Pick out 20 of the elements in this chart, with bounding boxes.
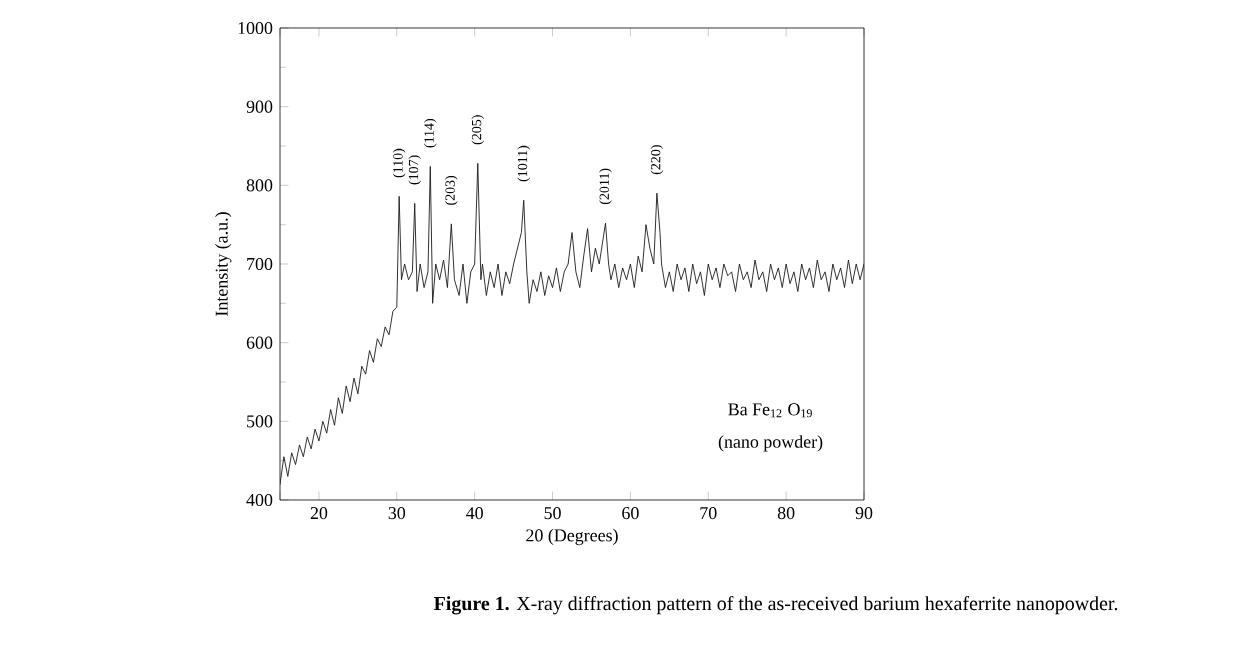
y-tick-label: 900 (246, 100, 273, 113)
y-axis-title: Intensity (a.u.) (215, 212, 232, 316)
x-tick-label: 20 (310, 507, 328, 520)
x-tick-label: 50 (544, 507, 561, 520)
y-tick-label: 700 (247, 257, 273, 271)
x-tick-label: 90 (855, 507, 873, 520)
y-tick-label: 1000 (238, 21, 273, 35)
x-tick-label: 60 (622, 507, 639, 520)
y-tick-label: 500 (247, 415, 273, 428)
x-tick-label: 80 (777, 507, 795, 520)
text: Figure 1. X-ray diffraction pattern of the as-received barium hexaferrite nanopowder. (433, 595, 1118, 615)
y-tick-label: 600 (246, 336, 273, 349)
annotation: (nano powder) (718, 435, 823, 452)
x-tick-label: 30 (388, 507, 406, 520)
x-tick-label: 70 (700, 507, 717, 520)
x-tick-label: 40 (466, 507, 483, 520)
annotation: Ba Fe$_{12}$ O$_{19}$ (728, 403, 812, 418)
x-axis-title: 20 (Degrees) (526, 528, 618, 546)
y-tick-label: 400 (246, 493, 273, 507)
y-tick-label: 800 (246, 179, 273, 192)
